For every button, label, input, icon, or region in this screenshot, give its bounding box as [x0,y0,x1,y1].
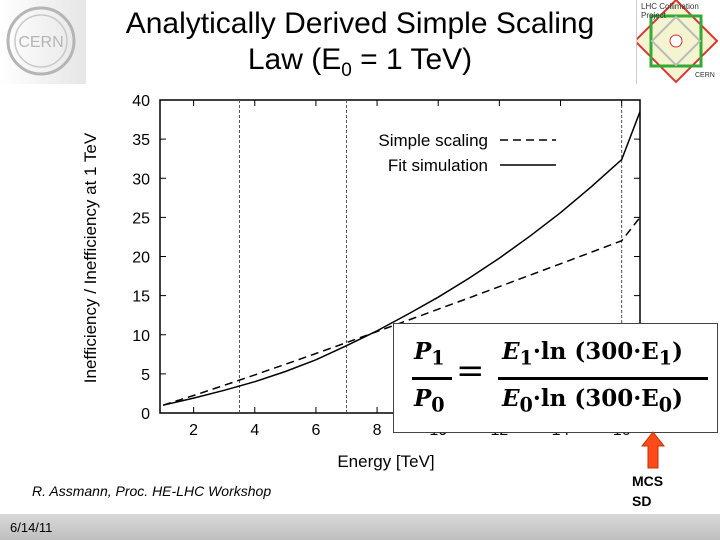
formula-ln-den-sub: 0 [658,393,673,417]
x-tick-label: 2 [189,422,198,439]
collimation-logo: LHC Collimation Project CERN [633,0,720,84]
y-tick-label: 30 [132,171,150,188]
formula-lhs-bar [412,377,452,380]
formula-ln-den: ·ln (300·E [532,385,659,412]
x-tick-label: 8 [373,422,382,439]
formula-p-sub0: 0 [431,393,445,417]
y-tick-label: 25 [132,210,150,227]
slide-footer: 6/14/11 [0,514,720,540]
formula-lhs-denominator: P0 [414,385,445,417]
cern-logo-text: CERN [18,34,63,51]
legend-label: Fit simulation [388,156,488,175]
y-tick-label: 35 [132,132,150,149]
x-tick-label: 6 [311,422,320,439]
x-tick-label: 4 [250,422,259,439]
source-citation: R. Assmann, Proc. HE-LHC Workshop [32,483,272,499]
y-tick-label: 0 [141,406,150,423]
series-line-simple-scaling [162,216,641,406]
slide-header: CERN Analytically Derived Simple Scaling… [0,0,720,84]
y-tick-label: 20 [132,250,150,267]
collimation-logo-text-2: CERN [695,72,715,79]
series-line-fit-simulation [162,111,641,406]
formula-rhs-numerator: E1·ln (300·E1) [502,338,683,370]
formula-p0: P [414,385,432,412]
x-axis-label: Energy [TeV] [337,452,434,471]
y-tick-label: 5 [141,367,150,384]
collimation-logo-icon [633,0,719,84]
formula-rhs-denominator: E0·ln (300·E0) [502,385,683,417]
title-line-2-sub: 0 [341,60,352,81]
annotation-line-1: MCS [632,473,664,489]
formula-close-den: ) [672,385,684,412]
collimation-logo-text: LHC Collimation Project [641,2,699,20]
formula-e1: E [502,338,520,365]
formula-rhs-bar [498,377,708,380]
mcs-sd-annotation: MCS SD [632,471,663,511]
formula-e0: E [502,385,520,412]
slide-date: 6/14/11 [10,520,53,535]
y-tick-label: 40 [132,93,150,110]
up-arrow-icon [640,431,666,469]
formula-p-sub1: 1 [431,346,445,370]
formula-ln-num-sub: 1 [658,346,673,370]
annotation-line-2: SD [632,493,652,509]
y-tick-label: 10 [132,328,150,345]
title-line-2-prefix: Law (E [247,43,342,76]
title-line-2-suffix: = 1 TeV) [351,43,473,76]
title-line-1: Analytically Derived Simple Scaling [125,7,595,40]
formula-p: P [414,338,432,365]
formula-e0-sub: 0 [519,393,533,417]
title-line-2: Law (E0 = 1 TeV) [90,42,630,89]
legend-label: Simple scaling [378,131,488,150]
formula-e1-sub: 1 [519,346,533,370]
formula-ln-num: ·ln (300·E [532,338,659,365]
formula-box: P1 P0 = E1·ln (300·E1) E0·ln (300·E0) [393,323,718,433]
formula-lhs-numerator: P1 [414,338,445,370]
formula-close-num: ) [672,338,684,365]
legend-layer: Simple scaling Fit simulation [378,131,556,175]
y-axis-label: Inefficiency / Inefficiency at 1 TeV [81,132,100,383]
y-tick-label: 15 [132,289,150,306]
slide-title: Analytically Derived Simple Scaling Law … [90,6,630,89]
cern-logo-icon: CERN [6,6,76,76]
series-layer [162,111,641,406]
formula-equals: = [456,351,485,391]
